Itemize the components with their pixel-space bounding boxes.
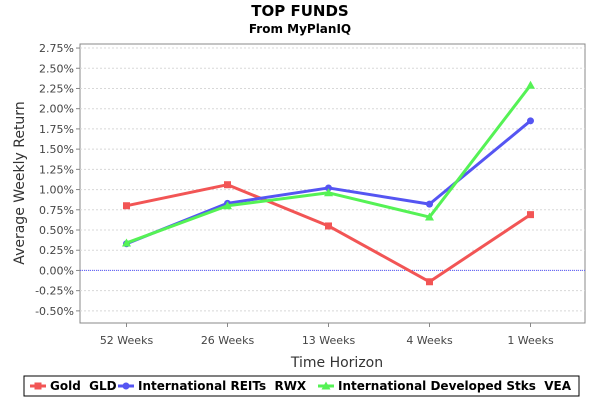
y-tick-label: 0.75% (39, 204, 74, 217)
series-0 (123, 181, 534, 286)
data-point (324, 188, 333, 197)
series (122, 80, 535, 286)
y-tick-label: -0.25% (35, 285, 74, 298)
x-tick-label: 52 Weeks (100, 334, 154, 347)
y-tick-label: 0.50% (39, 224, 74, 237)
data-point (325, 222, 332, 230)
y-axis-ticks: -0.50% -0.25% 0.00% 0.25% 0.50% 0.75% 1.00% 1.2… (35, 42, 80, 318)
y-tick-label: 2.00% (39, 103, 74, 116)
data-point (425, 212, 434, 221)
data-point (527, 117, 534, 125)
grid (80, 47, 585, 312)
y-tick-label: 0.00% (39, 264, 74, 277)
y-tick-label: 1.25% (39, 163, 74, 176)
data-point (325, 184, 332, 192)
x-axis-label: Time Horizon (290, 355, 383, 371)
series-2 (122, 80, 535, 247)
y-tick-label: 1.75% (39, 123, 74, 136)
legend-item: International Developed Stks VEA (318, 379, 572, 393)
legend-marker (122, 382, 130, 390)
legend-label: International REITs RWX (138, 379, 307, 393)
x-tick-label: 26 Weeks (201, 334, 255, 347)
y-tick-label: 2.25% (39, 82, 74, 95)
legend-item: Gold GLD (30, 379, 117, 393)
x-tick-label: 13 Weeks (302, 334, 356, 347)
x-tick-label: 1 Weeks (507, 334, 554, 347)
chart-subtitle: From MyPlanIQ (249, 22, 351, 36)
data-point (526, 80, 535, 89)
legend: Gold GLD International REITs RWX Internati… (30, 379, 572, 393)
legend-label: Gold GLD (50, 379, 117, 393)
legend-item: International REITs RWX (118, 379, 307, 393)
data-point (122, 238, 131, 247)
data-point (123, 202, 130, 210)
y-tick-label: 2.50% (39, 62, 74, 75)
legend-label: International Developed Stks VEA (338, 379, 572, 393)
data-point (426, 200, 433, 208)
x-axis-ticks: 52 Weeks 26 Weeks 13 Weeks 4 Weeks 1 Weeks (100, 323, 554, 347)
y-tick-label: -0.50% (35, 305, 74, 318)
plot-area (79, 43, 586, 324)
y-tick-label: 1.00% (39, 184, 74, 197)
chart-title: TOP FUNDS (251, 2, 348, 20)
y-axis-label: Average Weekly Return (12, 101, 28, 264)
legend-box (23, 375, 580, 397)
data-point (224, 181, 231, 189)
y-tick-label: 0.25% (39, 244, 74, 257)
data-point (223, 201, 232, 210)
legend-marker (34, 382, 42, 390)
data-point (527, 211, 534, 219)
y-tick-label: 1.50% (39, 143, 74, 156)
x-tick-label: 4 Weeks (406, 334, 453, 347)
legend-marker (321, 381, 331, 390)
data-point (426, 278, 433, 286)
y-tick-label: 2.75% (39, 42, 74, 55)
